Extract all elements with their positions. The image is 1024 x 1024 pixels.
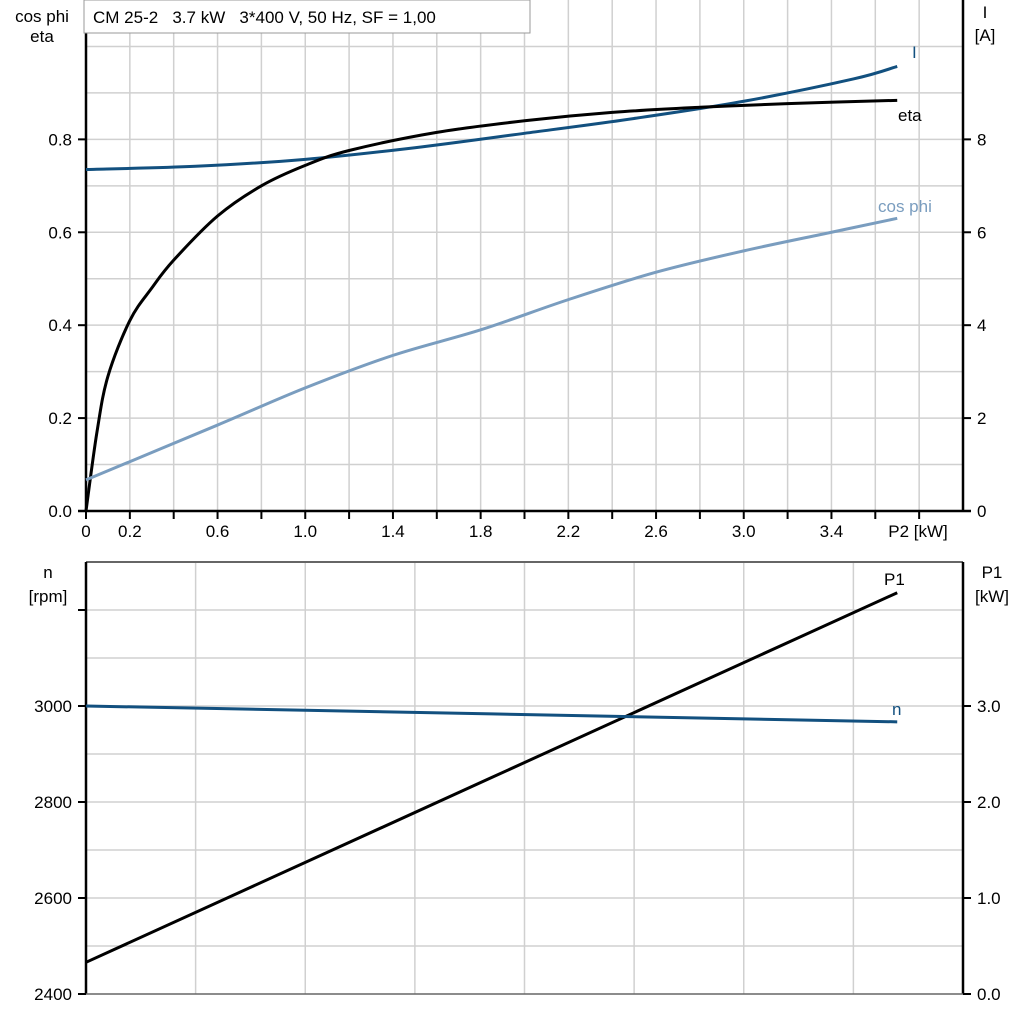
y-left-tick-label: 0.6 <box>48 223 72 242</box>
y-left-tick-label: 0.8 <box>48 130 72 149</box>
series-label-n: n <box>892 700 901 719</box>
series-label-eta: eta <box>898 106 922 125</box>
n-tick-label: 2400 <box>34 985 72 1004</box>
x-tick-label: 2.2 <box>557 522 581 541</box>
y-right-tick-label: 8 <box>977 130 986 149</box>
bottom-chart-grid <box>86 562 963 994</box>
p1-tick-label: 3.0 <box>977 697 1001 716</box>
bottom-left-axis-label-1: n <box>43 563 52 582</box>
y-left-tick-label: 0.4 <box>48 316 72 335</box>
series-label-P1: P1 <box>884 570 905 589</box>
x-tick-label: 2.6 <box>644 522 668 541</box>
p1-tick-label: 1.0 <box>977 889 1001 908</box>
x-axis-label: P2 [kW] <box>888 522 948 541</box>
p1-tick-label: 2.0 <box>977 793 1001 812</box>
p1-tick-label: 0.0 <box>977 985 1001 1004</box>
series-line-I <box>85 64 898 172</box>
x-tick-label: 0.6 <box>206 522 230 541</box>
series-label-I: I <box>912 43 917 62</box>
n-tick-label: 2600 <box>34 889 72 908</box>
y-left-tick-label: 0.0 <box>48 502 72 521</box>
series-line-n <box>85 704 898 724</box>
top-right-axis-label-1: I <box>983 3 988 22</box>
x-tick-label: 0 <box>81 522 90 541</box>
y-right-tick-label: 4 <box>977 316 986 335</box>
y-right-tick-label: 2 <box>977 409 986 428</box>
n-tick-label: 3000 <box>34 697 72 716</box>
y-left-tick-label: 0.2 <box>48 409 72 428</box>
x-tick-label: 1.8 <box>469 522 493 541</box>
x-tick-label: 3.0 <box>732 522 756 541</box>
series-lines <box>84 64 898 964</box>
top-chart-grid <box>86 0 963 511</box>
bottom-right-axis-label-1: P1 <box>982 563 1003 582</box>
series-line-eta <box>84 98 898 512</box>
x-tick-label: 1.0 <box>293 522 317 541</box>
tick-labels: 0 0.2 0.6 1.0 1.4 1.8 2.2 2.6 3.0 3.4 0.0 0.2 0.4 0.6… <box>34 130 1000 1004</box>
n-tick-label: 2800 <box>34 793 72 812</box>
axes <box>78 0 971 995</box>
x-tick-label: 0.2 <box>118 522 142 541</box>
series-label-cos-phi: cos phi <box>878 197 932 216</box>
bottom-left-axis-label-2: [rpm] <box>29 587 68 606</box>
series-line-P1 <box>85 591 898 964</box>
top-left-axis-label-2: eta <box>30 27 54 46</box>
y-right-tick-label: 0 <box>977 502 986 521</box>
title-box <box>83 0 531 34</box>
x-tick-label: 1.4 <box>381 522 405 541</box>
top-left-axis-label-1: cos phi <box>15 7 69 26</box>
y-right-tick-label: 6 <box>977 223 986 242</box>
x-tick-label: 3.4 <box>820 522 844 541</box>
chart-title: CM 25-2 3.7 kW 3*400 V, 50 Hz, SF = 1,00 <box>93 8 436 27</box>
bottom-right-axis-label-2: [kW] <box>975 587 1009 606</box>
series-line-cos-phi <box>85 216 898 482</box>
top-right-axis-label-2: [A] <box>975 26 996 45</box>
